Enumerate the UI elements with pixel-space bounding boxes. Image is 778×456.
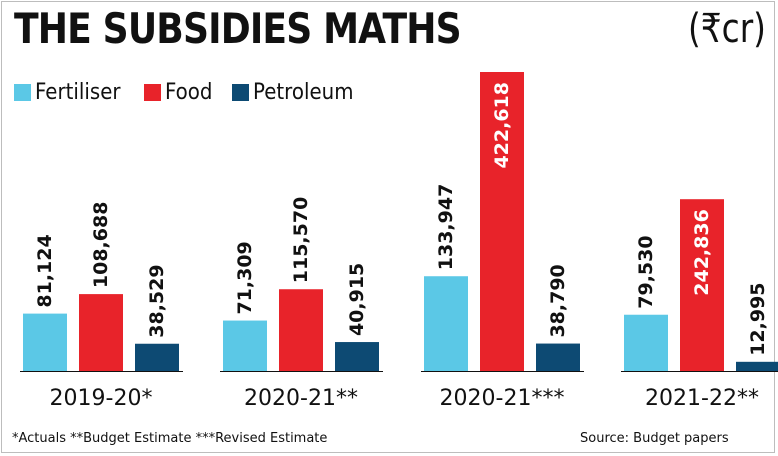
legend-label-petroleum: Petroleum [252,80,354,105]
data-label-petroleum: 38,790 [547,264,569,337]
bar-fertiliser [223,320,267,371]
data-label-food: 422,618 [491,82,513,169]
bar-petroleum [536,343,580,371]
bar-food [480,72,524,371]
footnote: *Actuals **Budget Estimate ***Revised Es… [12,431,328,446]
bar-food [279,289,323,371]
category-label: 2020-21** [244,386,358,411]
legend-label-food: Food [165,80,213,105]
chart-title: THE SUBSIDIES MATHS [14,4,462,53]
legend-item-petroleum: Petroleum [231,80,365,105]
category-label: 2020-21*** [440,386,565,411]
data-label-petroleum: 40,915 [346,263,368,336]
bar-fertiliser [424,276,468,371]
bar-petroleum [335,342,379,371]
legend-item-fertiliser: Fertiliser [14,80,130,105]
category-label: 2019-20* [50,386,153,411]
bar-petroleum [135,343,179,371]
category-label: 2021-22** [645,386,759,411]
bar-petroleum [736,361,778,371]
bar-fertiliser [23,313,67,371]
bar-food [79,294,123,371]
bar-food [680,199,724,371]
data-label-food: 242,836 [691,209,713,296]
legend-swatch-petroleum [231,84,249,101]
data-label-fertiliser: 71,309 [234,241,256,314]
legend-item-food: Food [144,80,218,105]
legend-label-fertiliser: Fertiliser [35,80,121,105]
source-note: Source: Budget papers [580,431,729,446]
bar-fertiliser [624,314,668,371]
legend: Fertiliser Food Petroleum [14,80,379,105]
data-label-food: 108,688 [90,202,112,289]
legend-swatch-fertiliser [14,84,31,101]
data-label-petroleum: 38,529 [146,264,168,337]
data-label-petroleum: 12,995 [747,282,769,355]
unit-label: (₹cr) [688,6,766,52]
data-label-fertiliser: 133,947 [435,184,457,271]
legend-swatch-food [144,84,162,101]
data-label-food: 115,570 [290,197,312,284]
data-label-fertiliser: 81,124 [34,234,56,307]
data-label-fertiliser: 79,530 [635,235,657,308]
